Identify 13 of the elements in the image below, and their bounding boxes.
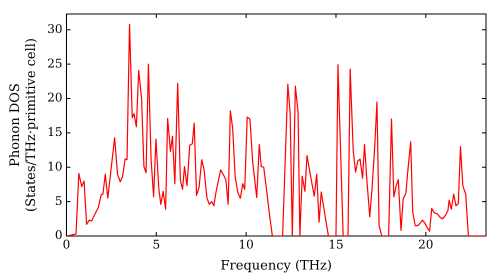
y-tick-label: 5 (54, 194, 62, 208)
x-tick-label: 5 (152, 237, 160, 252)
y-tick-label: 0 (54, 228, 62, 242)
y-tick-label: 25 (47, 56, 62, 70)
y-tick-label: 15 (47, 125, 62, 140)
y-tick-label: 20 (47, 90, 62, 105)
x-axis-title: Frequency (THz) (220, 258, 332, 274)
x-tick-label: 10 (238, 237, 254, 252)
x-tick-label: 15 (328, 237, 344, 252)
x-tick-label: 20 (418, 237, 434, 252)
y-axis-title: Phonon DOS (States/THz·primitive cell) (8, 38, 39, 212)
y-tick-label: 30 (47, 22, 62, 36)
y-tick-label: 10 (47, 159, 62, 174)
